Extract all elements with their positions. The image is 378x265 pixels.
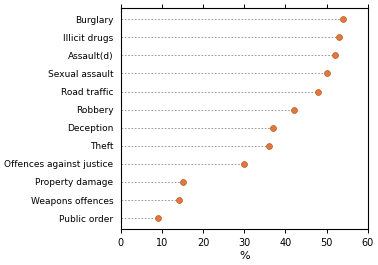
Point <box>175 198 181 202</box>
Point <box>270 126 276 130</box>
Point <box>315 89 321 94</box>
X-axis label: %: % <box>239 251 249 261</box>
Point <box>241 162 247 166</box>
Point <box>332 53 338 58</box>
Point <box>336 35 342 39</box>
Point <box>340 17 346 21</box>
Point <box>180 180 186 184</box>
Point <box>155 216 161 220</box>
Point <box>324 71 330 76</box>
Point <box>291 108 297 112</box>
Point <box>266 144 272 148</box>
